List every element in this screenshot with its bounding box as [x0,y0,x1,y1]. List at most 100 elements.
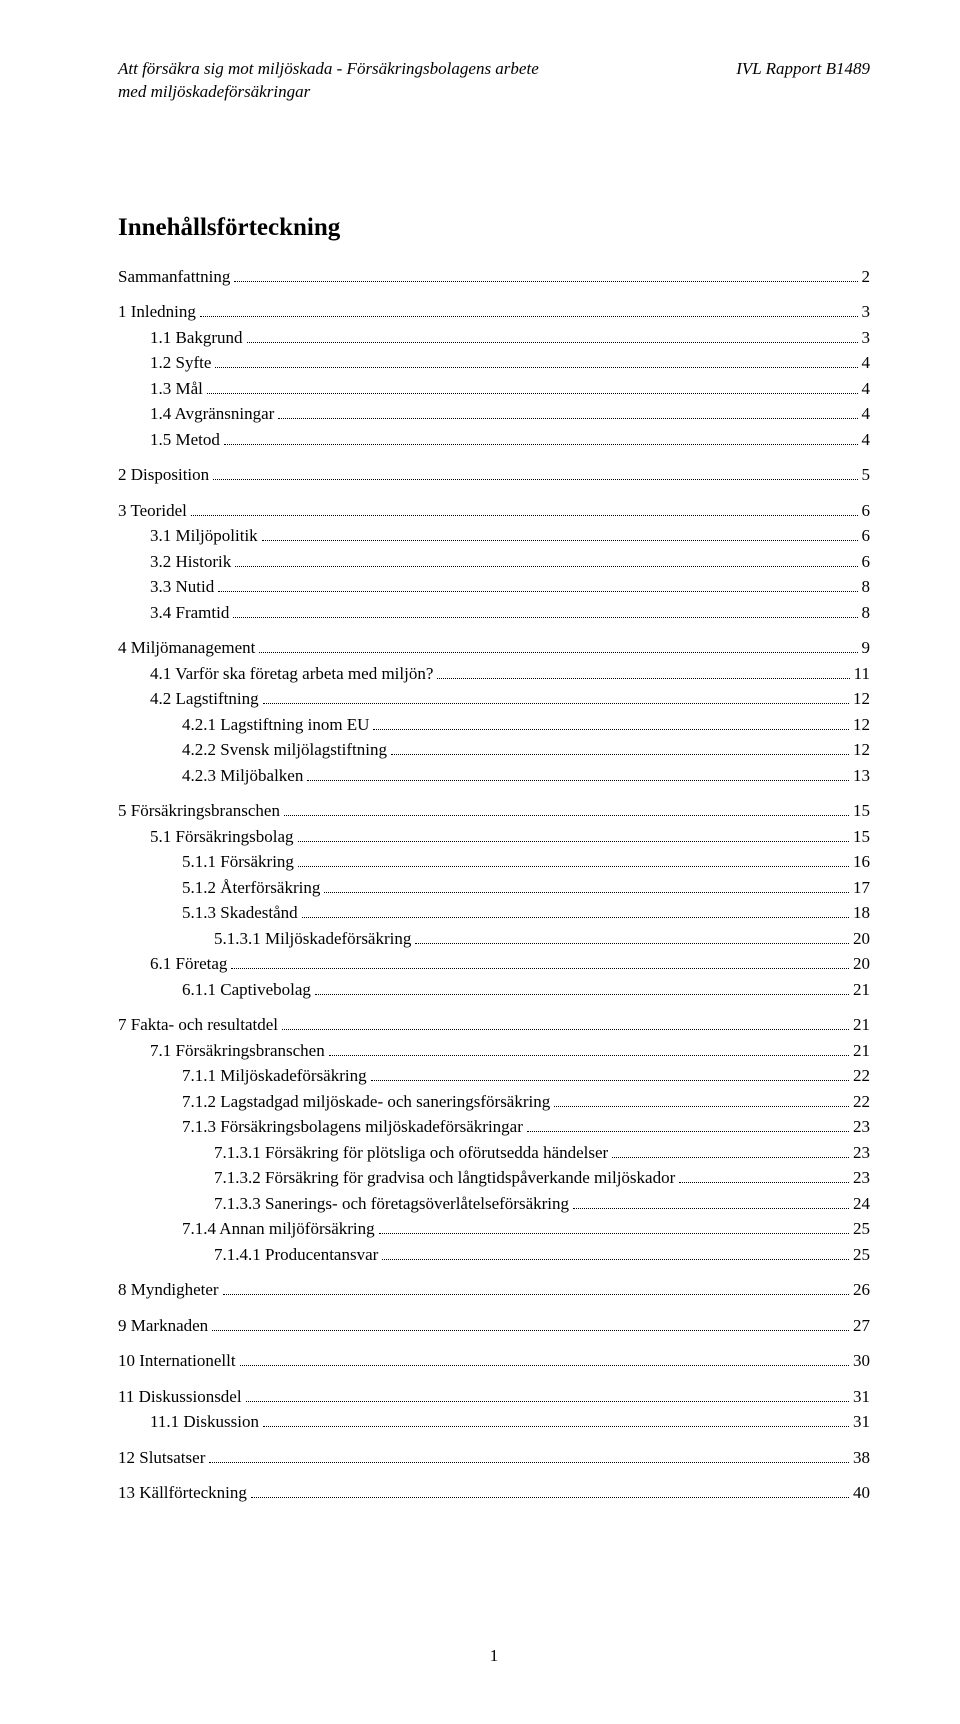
toc-dot-leader [224,431,858,445]
toc-dot-leader [200,304,858,318]
toc-row: Sammanfattning 2 [118,264,870,290]
toc-dot-leader [329,1042,849,1056]
toc-row-page: 27 [853,1313,870,1339]
toc-row-page: 21 [853,1038,870,1064]
toc-row-label: 7.1.3.1 Försäkring för plötsliga och ofö… [214,1140,608,1166]
toc-row-page: 16 [853,849,870,875]
toc-row: 3.3 Nutid8 [118,574,870,600]
toc-row: 12 Slutsatser38 [118,1445,870,1471]
toc-row-label: 4 Miljömanagement [118,635,255,661]
toc-row-label: 7.1.4.1 Producentansvar [214,1242,378,1268]
toc-dot-leader [612,1144,849,1158]
toc-row-page: 12 [853,686,870,712]
toc-row: 4.2.3 Miljöbalken13 [118,763,870,789]
toc-row: 13 Källförteckning40 [118,1480,870,1506]
toc-gap [118,289,870,299]
toc-row: 5.1.3 Skadestånd 18 [118,900,870,926]
toc-dot-leader [371,1068,849,1082]
toc-row-page: 12 [853,737,870,763]
toc-row: 2 Disposition5 [118,462,870,488]
toc-row: 3.1 Miljöpolitik6 [118,523,870,549]
toc-row-label: Sammanfattning [118,264,230,290]
toc-row-page: 12 [853,712,870,738]
toc-row-label: 3 Teoridel [118,498,187,524]
toc-row-page: 2 [862,264,871,290]
toc-row-page: 11 [854,661,870,687]
toc-row-page: 23 [853,1165,870,1191]
toc-row-page: 8 [862,574,871,600]
toc-dot-leader [191,502,858,516]
toc-row-label: 3.1 Miljöpolitik [150,523,258,549]
toc-row-label: 1.5 Metod [150,427,220,453]
toc-row-label: 1.1 Bakgrund [150,325,243,351]
toc-row: 3.4 Framtid8 [118,600,870,626]
toc-row: 5.1 Försäkringsbolag15 [118,824,870,850]
toc-dot-leader [231,956,849,970]
toc-row-label: 3.2 Historik [150,549,231,575]
toc-row-label: 7.1.3.2 Försäkring för gradvisa och lång… [214,1165,675,1191]
toc-row-label: 5.1.3.1 Miljöskadeförsäkring [214,926,411,952]
toc-row-page: 9 [862,635,871,661]
header-right: IVL Rapport B1489 [736,58,870,104]
toc-dot-leader [218,579,857,593]
toc-row: 1.4 Avgränsningar 4 [118,401,870,427]
toc-row-label: 3.4 Framtid [150,600,229,626]
toc-row-label: 8 Myndigheter [118,1277,219,1303]
toc-dot-leader [373,716,849,730]
toc-dot-leader [278,406,857,420]
toc-gap [118,488,870,498]
toc-row-label: 5.1.3 Skadestånd [182,900,298,926]
toc-row-page: 20 [853,926,870,952]
header-title-line2: med miljöskadeförsäkringar [118,81,539,104]
toc-row-page: 25 [853,1216,870,1242]
toc-row: 6.1.1 Captivebolag 21 [118,977,870,1003]
toc-row-label: 1.4 Avgränsningar [150,401,274,427]
toc-row: 7.1.3.3 Sanerings- och företagsöverlåtel… [118,1191,870,1217]
toc-row-page: 24 [853,1191,870,1217]
toc-dot-leader [302,905,849,919]
toc-gap [118,1435,870,1445]
toc-row: 10 Internationellt30 [118,1348,870,1374]
toc-row-page: 20 [853,951,870,977]
header-title-line1: Att försäkra sig mot miljöskada - Försäk… [118,58,539,81]
toc-row: 1.3 Mål4 [118,376,870,402]
toc-row-label: 6.1.1 Captivebolag [182,977,311,1003]
toc-row: 5.1.2 Återförsäkring17 [118,875,870,901]
toc-gap [118,1267,870,1277]
toc-row-page: 18 [853,900,870,926]
page-header: Att försäkra sig mot miljöskada - Försäk… [118,58,870,104]
toc-row: 9 Marknaden 27 [118,1313,870,1339]
toc-dot-leader [298,854,849,868]
toc-row-label: 7.1.3 Försäkringsbolagens miljöskadeförs… [182,1114,523,1140]
toc-dot-leader [247,329,858,343]
toc-row-page: 4 [862,427,871,453]
toc-row-label: 2 Disposition [118,462,209,488]
toc-row-page: 3 [862,325,871,351]
toc-row: 7.1.2 Lagstadgad miljöskade- och sanerin… [118,1089,870,1115]
toc-row: 8 Myndigheter26 [118,1277,870,1303]
toc-row-page: 31 [853,1409,870,1435]
toc-gap [118,452,870,462]
toc-row: 4.2.1 Lagstiftning inom EU12 [118,712,870,738]
toc-row-page: 6 [862,549,871,575]
toc-row: 4.1 Varför ska företag arbeta med miljön… [118,661,870,687]
toc-dot-leader [415,930,849,944]
toc-row-label: 9 Marknaden [118,1313,208,1339]
toc-row-page: 21 [853,977,870,1003]
toc-dot-leader [207,380,858,394]
toc-gap [118,1303,870,1313]
toc-dot-leader [234,268,857,282]
toc-row: 1.1 Bakgrund 3 [118,325,870,351]
toc-dot-leader [679,1170,849,1184]
toc-gap [118,1470,870,1480]
toc-row-label: 4.2.3 Miljöbalken [182,763,303,789]
toc-row-page: 40 [853,1480,870,1506]
document-page: Att försäkra sig mot miljöskada - Försäk… [0,0,960,1724]
toc-row-page: 3 [862,299,871,325]
toc-row-page: 21 [853,1012,870,1038]
toc-gap [118,1338,870,1348]
toc-row-page: 31 [853,1384,870,1410]
toc-row: 4.2.2 Svensk miljölagstiftning12 [118,737,870,763]
toc-dot-leader [324,879,849,893]
toc-row-page: 4 [862,401,871,427]
